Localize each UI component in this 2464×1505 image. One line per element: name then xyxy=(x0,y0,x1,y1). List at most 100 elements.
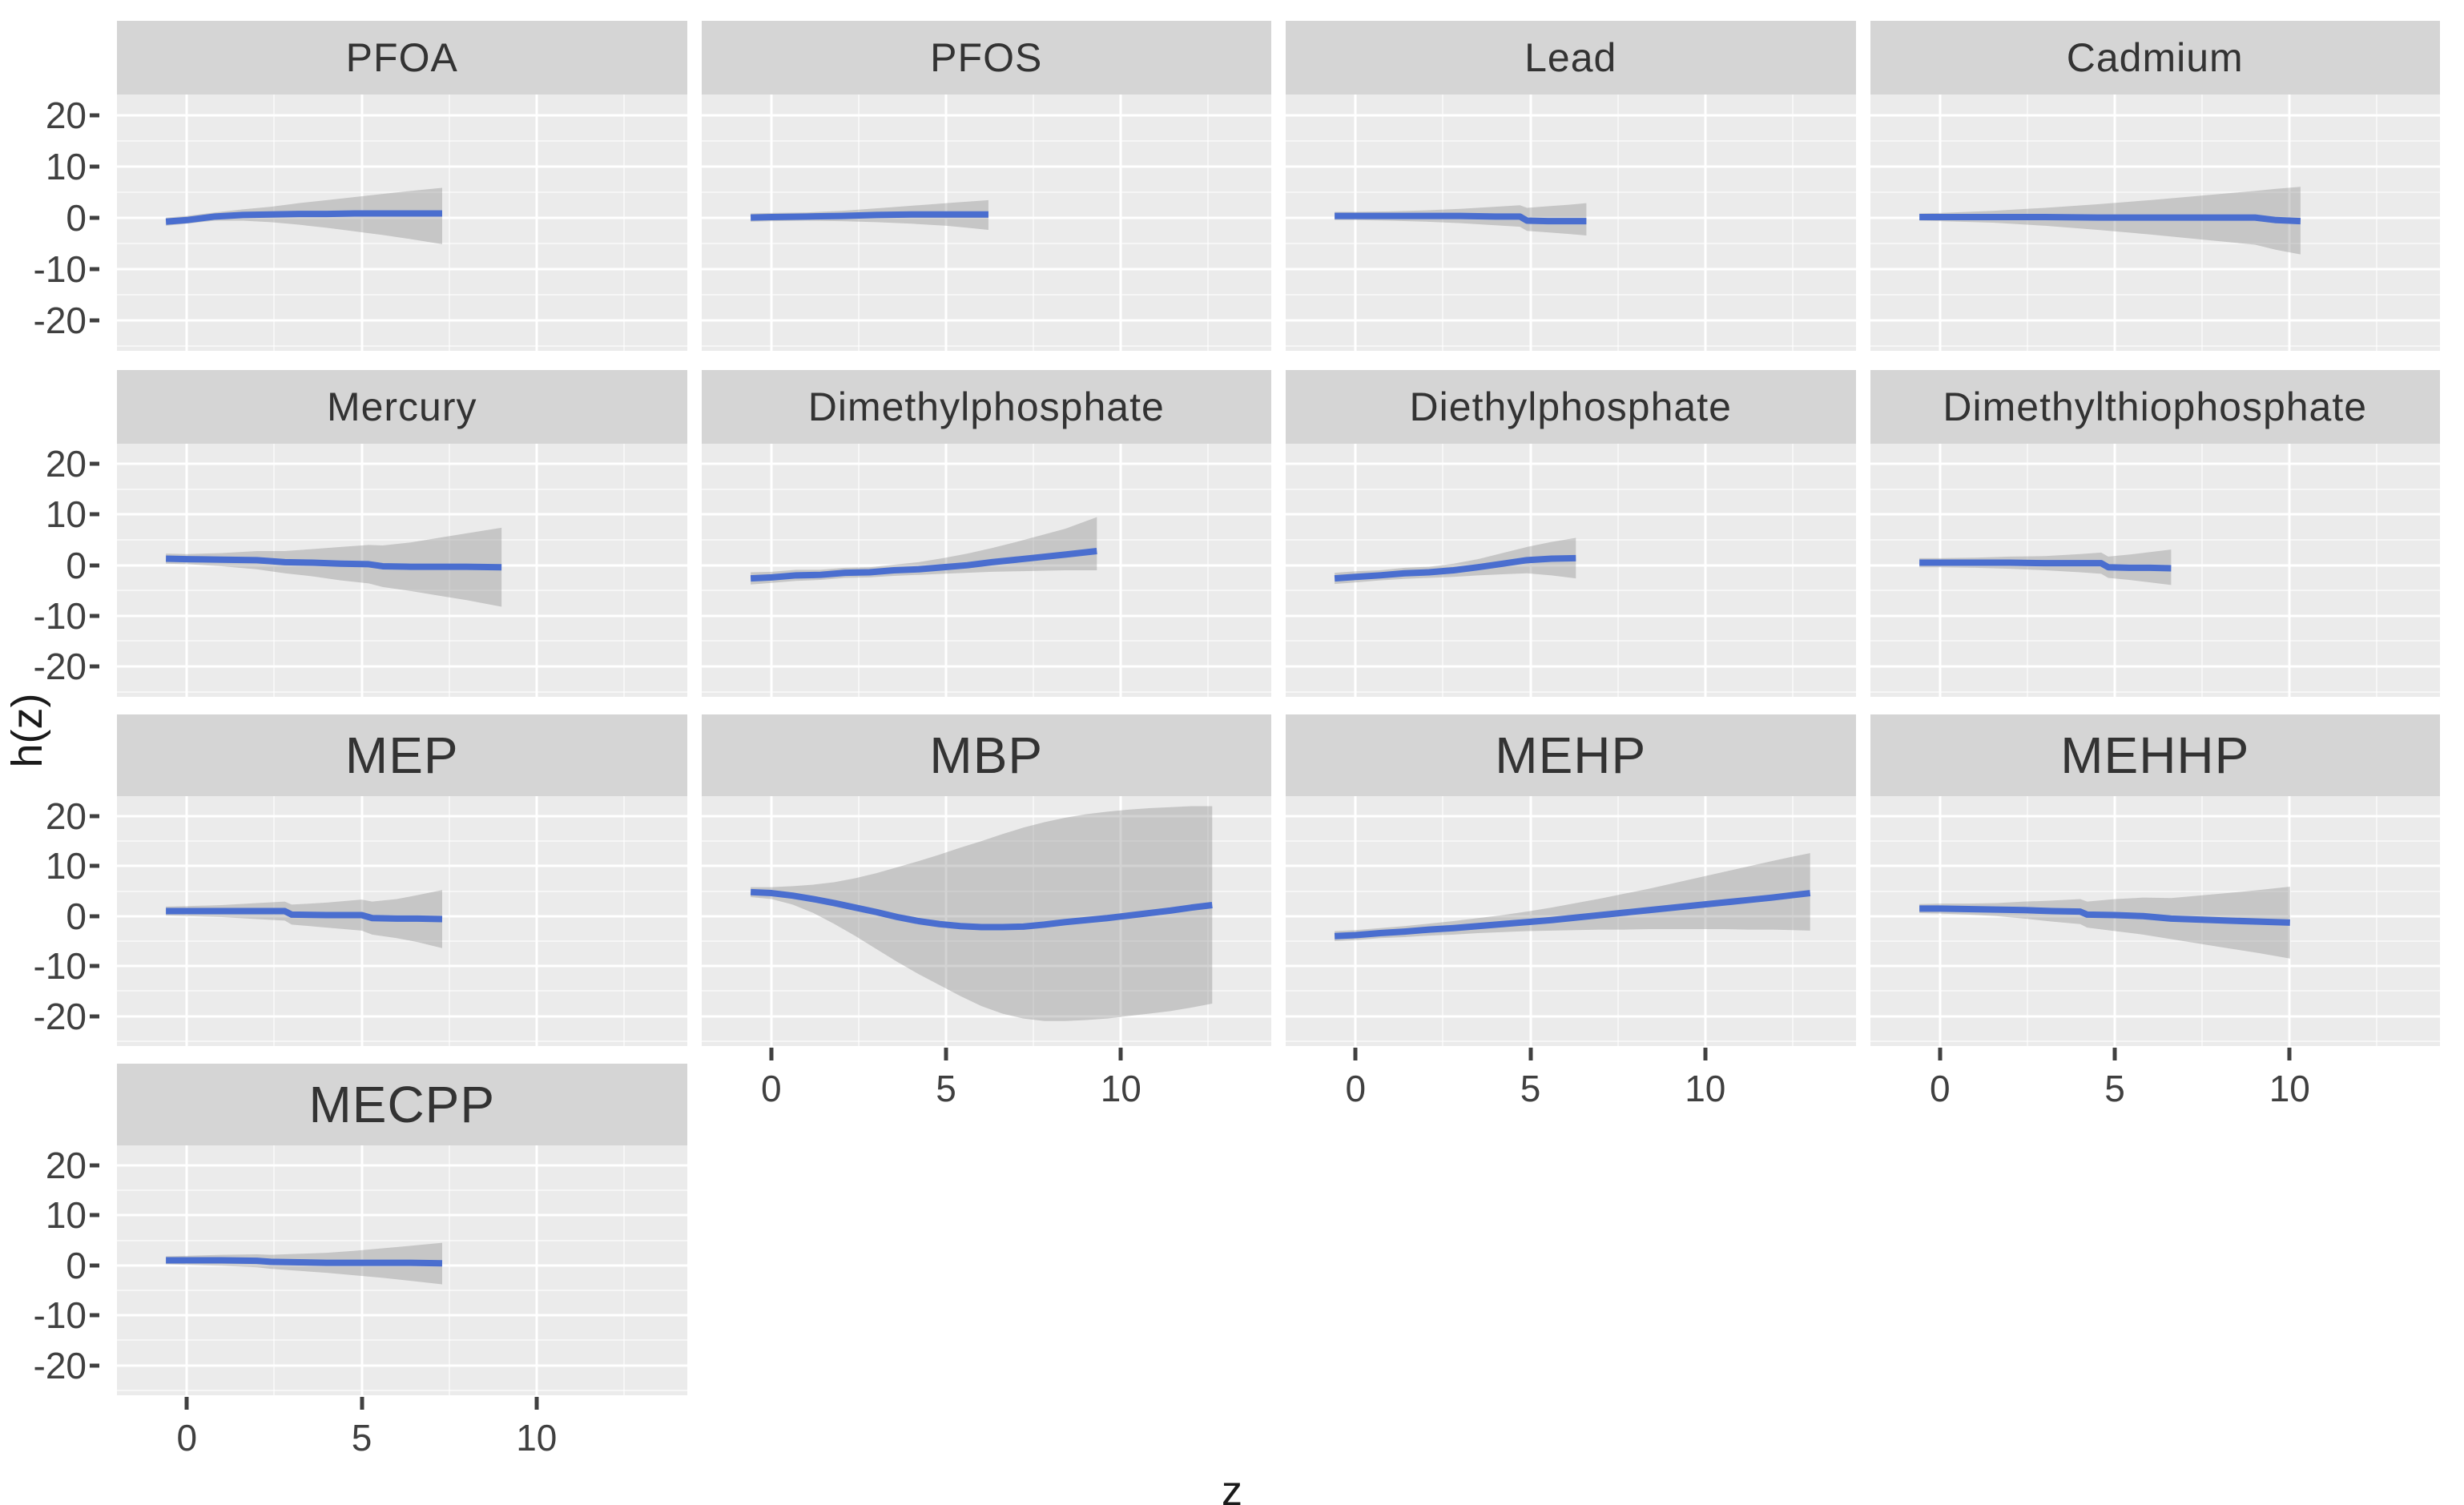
facet-strip: MBP xyxy=(701,714,1271,796)
gridline-major-v xyxy=(1939,95,1942,351)
facet-strip: Cadmium xyxy=(1870,21,2440,95)
gridline-minor-v xyxy=(622,1145,625,1395)
gridline-major-v xyxy=(1119,95,1122,351)
confidence-band xyxy=(1918,886,2290,959)
x-axis: 0 5 10 xyxy=(1286,1046,1856,1117)
estimate-line xyxy=(166,911,442,919)
gridline-minor-v xyxy=(1616,796,1619,1046)
gridline-major-v xyxy=(185,1145,188,1395)
gridline-major-h xyxy=(117,1314,687,1317)
gridline-major-h xyxy=(1286,614,1856,618)
gridline-major-h xyxy=(1286,114,1856,117)
facet-strip: Mercury xyxy=(117,370,687,444)
panel-plot-area xyxy=(1286,796,1856,1046)
panel-series-layer xyxy=(117,1242,687,1285)
facet-row-1: 20 10 0 -10 -20 PFOA PFOS Lead Cadmium xyxy=(0,21,2464,351)
x-axis: 0 5 10 xyxy=(1870,1046,2441,1117)
x-tick-mark xyxy=(360,1397,364,1410)
gridline-minor-v xyxy=(622,444,625,697)
gridline-minor-h xyxy=(1286,1040,1856,1042)
gridline-major-h xyxy=(1286,319,1856,322)
gridline-minor-h xyxy=(117,840,687,843)
estimate-line xyxy=(1335,216,1586,221)
gridline-major-h xyxy=(117,1364,687,1367)
x-tick-label: 0 xyxy=(761,1068,782,1109)
y-tick-label: -10 xyxy=(33,945,87,988)
panel-series-layer xyxy=(1870,549,2441,586)
gridline-major-h xyxy=(1286,864,1856,867)
gridline-minor-h xyxy=(1286,191,1856,193)
x-tick-mark xyxy=(2287,1048,2292,1060)
gridline-minor-h xyxy=(117,1339,687,1342)
estimate-line xyxy=(1919,217,2301,221)
gridline-major-v xyxy=(360,796,364,1046)
gridline-minor-h xyxy=(1870,990,2440,992)
gridline-minor-h xyxy=(1286,990,1856,992)
facet-panel-lead: Lead xyxy=(1286,21,1856,351)
gridline-minor-h xyxy=(701,139,1271,142)
y-tick-label: 20 xyxy=(45,795,87,837)
gridline-minor-v xyxy=(1442,95,1444,351)
gridline-major-h xyxy=(1286,216,1856,219)
gridline-major-v xyxy=(770,95,773,351)
gridline-minor-h xyxy=(117,640,687,642)
gridline-major-v xyxy=(535,796,538,1046)
gridline-major-h xyxy=(117,319,687,322)
gridline-major-v xyxy=(1939,796,1942,1046)
panel-series-layer xyxy=(702,199,988,230)
y-tick-mark xyxy=(90,267,99,272)
panel-plot-area xyxy=(701,95,1271,351)
gridline-major-v xyxy=(360,1145,364,1395)
facet-strip-label: PFOA xyxy=(345,35,458,80)
panel-plot-area xyxy=(1870,796,2440,1046)
gridline-minor-v xyxy=(1791,444,1794,697)
x-tick-label: 10 xyxy=(1685,1068,1726,1109)
x-tick-label: 10 xyxy=(2269,1068,2310,1109)
y-tick-label: -20 xyxy=(33,995,87,1037)
facet-panel-diethylphosphate: Diethylphosphate xyxy=(1286,370,1856,697)
gridline-minor-h xyxy=(117,1289,687,1291)
panel-series-layer xyxy=(117,890,687,948)
x-tick-label: 10 xyxy=(1100,1068,1141,1109)
gridline-major-h xyxy=(117,268,687,271)
facet-panel-mbp: MBP xyxy=(701,714,1272,1046)
gridline-major-v xyxy=(360,444,364,697)
estimate-line xyxy=(751,892,1212,928)
y-tick-label: 20 xyxy=(45,94,87,136)
gridline-major-v xyxy=(2113,796,2116,1046)
facet-strip: MECPP xyxy=(117,1064,687,1145)
x-tick-label: 10 xyxy=(516,1417,558,1459)
gridline-minor-h xyxy=(1286,242,1856,244)
x-tick-mark xyxy=(944,1048,948,1060)
panel-plot-area xyxy=(1870,95,2440,351)
y-axis-row-3: 20 10 0 -10 -20 xyxy=(0,714,103,1046)
y-tick-label: -20 xyxy=(33,1344,87,1386)
gridline-minor-h xyxy=(701,590,1271,592)
confidence-band xyxy=(1918,549,2171,586)
facet-strip-label: MEHP xyxy=(1495,726,1647,784)
facet-strip-label: MEP xyxy=(344,726,459,784)
gridline-minor-h xyxy=(701,242,1271,244)
gridline-minor-v xyxy=(1207,95,1210,351)
gridline-major-v xyxy=(944,444,948,697)
estimate-line xyxy=(1335,558,1576,578)
gridline-minor-h xyxy=(1870,293,2440,296)
facet-strip-label: Lead xyxy=(1524,35,1617,80)
x-tick-mark xyxy=(1118,1048,1123,1060)
x-tick-label: 5 xyxy=(1520,1068,1541,1109)
panel-series-layer xyxy=(702,806,1272,1021)
gridline-major-h xyxy=(701,513,1271,516)
x-tick-mark xyxy=(769,1048,774,1060)
y-tick-mark xyxy=(90,664,99,669)
gridline-minor-h xyxy=(1870,890,2440,892)
gridline-minor-h xyxy=(701,690,1271,693)
gridline-major-h xyxy=(117,1213,687,1217)
facet-row-4: 20 10 0 -10 -20 MECPP 0 5 10 0 5 10 0 5 10 xyxy=(0,1048,2464,1395)
gridline-minor-v xyxy=(2376,796,2378,1046)
gridline-minor-v xyxy=(857,95,860,351)
gridline-minor-h xyxy=(1286,940,1856,942)
panel-series-layer xyxy=(1335,203,1587,235)
x-tick-label: 5 xyxy=(2104,1068,2125,1109)
gridline-minor-v xyxy=(2026,444,2028,697)
